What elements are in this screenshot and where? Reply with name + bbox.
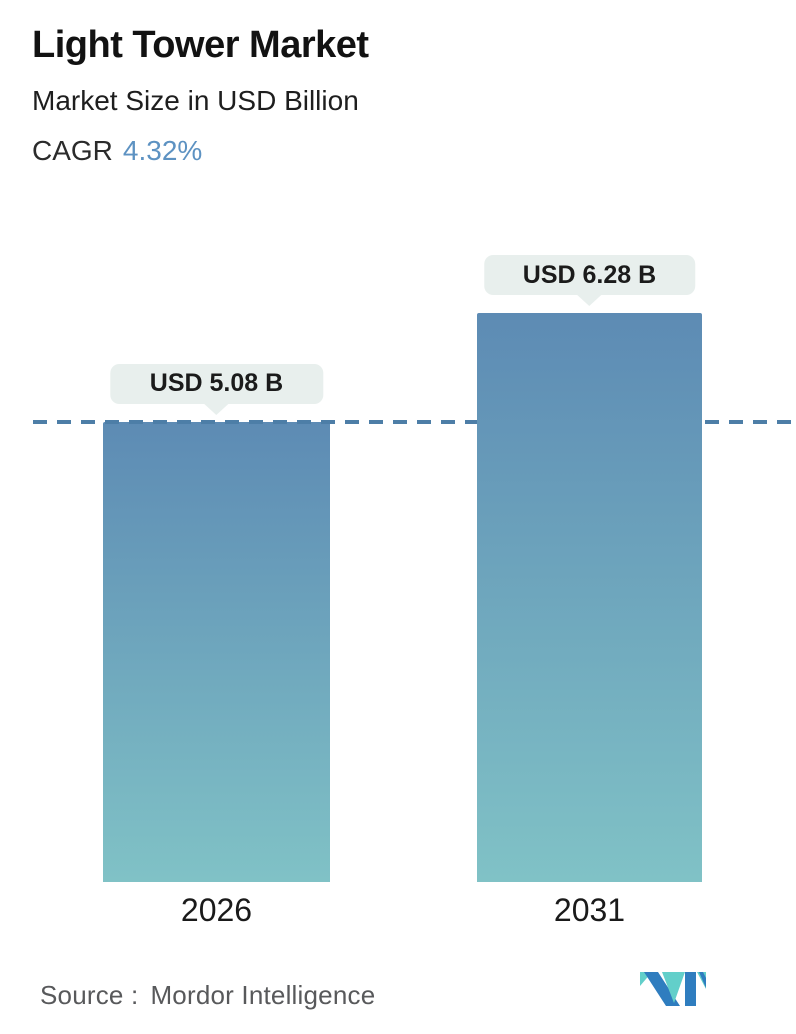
bar-2026 — [103, 421, 330, 882]
bar-chart: USD 5.08 B 2026 USD 6.28 B 2031 — [0, 0, 796, 882]
value-callout-2031: USD 6.28 B — [483, 255, 696, 296]
value-callout-2026: USD 5.08 B — [109, 363, 324, 404]
chart-subtitle: Market Size in USD Billion — [32, 85, 359, 116]
source-line: Source : Mordor Intelligence — [40, 980, 375, 1011]
value-label-2031: USD 6.28 B — [522, 260, 657, 289]
source-value: Mordor Intelligence — [150, 980, 376, 1010]
x-tick-2031: 2031 — [553, 892, 626, 928]
cagr-value: 4.32% — [122, 135, 203, 166]
bar-group-2031: USD 6.28 B 2031 — [477, 0, 702, 928]
cagr-line: CAGR 4.32% — [32, 135, 202, 167]
x-tick-2026: 2026 — [180, 892, 253, 928]
cagr-label: CAGR — [32, 135, 113, 166]
bar-2031 — [477, 313, 702, 882]
reference-dashed-line — [33, 419, 796, 424]
source-label: Source : — [40, 980, 139, 1010]
mordor-intelligence-logo — [640, 972, 706, 1006]
bar-group-2026: USD 5.08 B 2026 — [103, 0, 330, 928]
value-label-2026: USD 5.08 B — [149, 369, 284, 398]
page-title: Light Tower Market — [32, 24, 369, 66]
